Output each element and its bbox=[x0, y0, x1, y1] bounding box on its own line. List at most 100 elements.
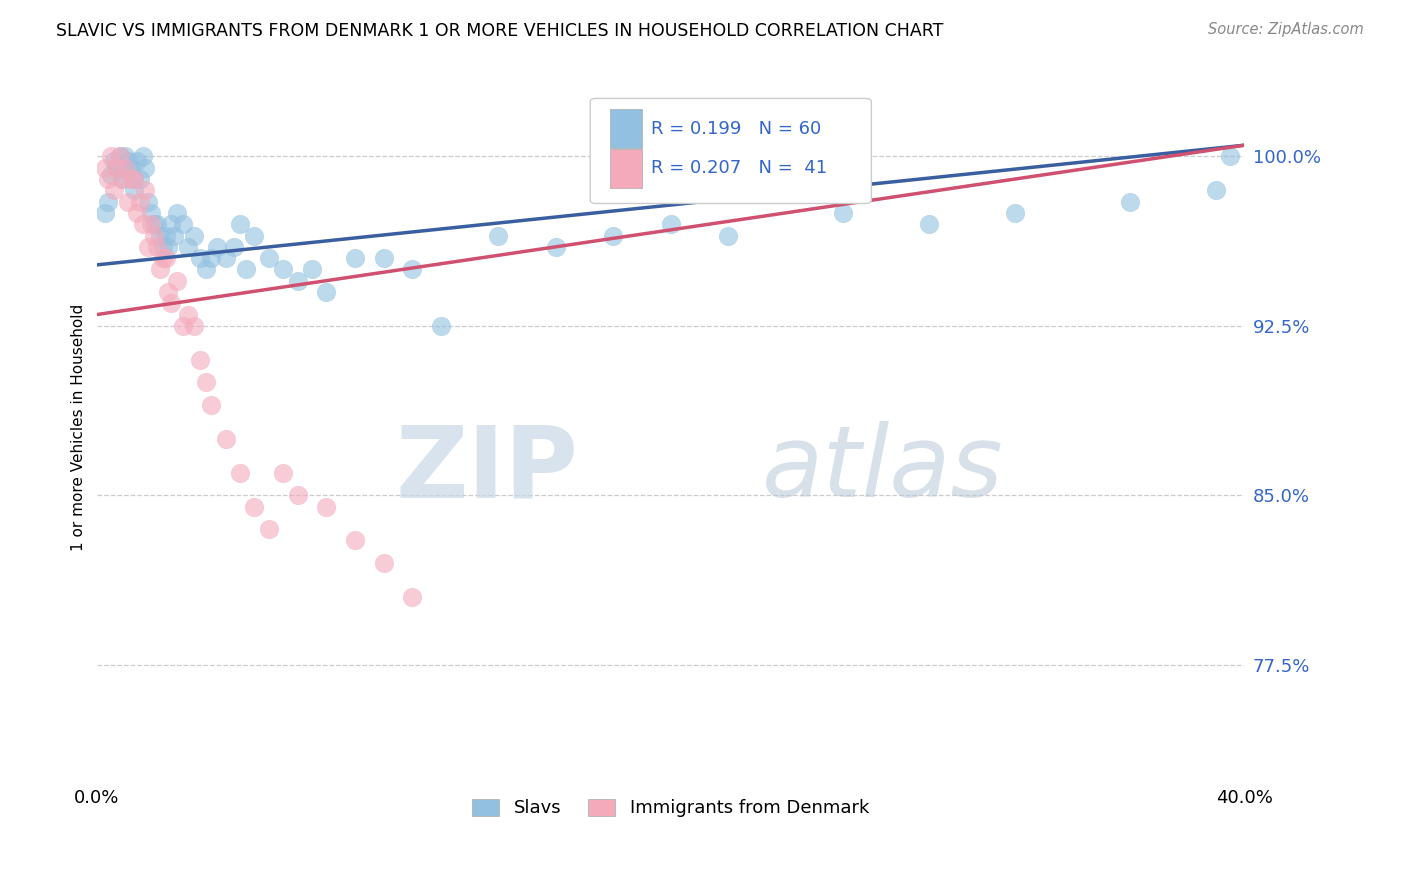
Point bbox=[155, 251, 177, 265]
Point bbox=[200, 251, 222, 265]
Point bbox=[136, 240, 159, 254]
Point bbox=[301, 262, 323, 277]
Point bbox=[105, 161, 128, 175]
Point bbox=[134, 161, 156, 175]
Point bbox=[918, 217, 941, 231]
Point bbox=[125, 153, 148, 168]
Point bbox=[243, 228, 266, 243]
Point bbox=[183, 228, 205, 243]
Point bbox=[229, 466, 252, 480]
Point bbox=[128, 194, 150, 209]
Point bbox=[152, 240, 174, 254]
Point bbox=[143, 217, 166, 231]
Point bbox=[194, 262, 217, 277]
Point bbox=[152, 251, 174, 265]
Point bbox=[114, 161, 136, 175]
Point bbox=[215, 251, 238, 265]
Point bbox=[105, 161, 128, 175]
Point bbox=[243, 500, 266, 514]
Point bbox=[602, 228, 624, 243]
Point bbox=[103, 153, 125, 168]
FancyBboxPatch shape bbox=[610, 110, 641, 148]
Point bbox=[134, 183, 156, 197]
Text: ZIP: ZIP bbox=[396, 421, 579, 518]
Point bbox=[117, 153, 139, 168]
Point bbox=[215, 432, 238, 446]
Point bbox=[108, 149, 131, 163]
Point bbox=[160, 217, 183, 231]
Point bbox=[122, 183, 145, 197]
Point bbox=[155, 228, 177, 243]
Point bbox=[188, 251, 211, 265]
Point bbox=[430, 318, 453, 333]
Point bbox=[166, 274, 188, 288]
Legend: Slavs, Immigrants from Denmark: Slavs, Immigrants from Denmark bbox=[465, 791, 876, 824]
Point bbox=[659, 217, 682, 231]
Point bbox=[1004, 206, 1026, 220]
Point bbox=[486, 228, 509, 243]
Point bbox=[163, 228, 186, 243]
Point bbox=[315, 500, 337, 514]
Point bbox=[146, 217, 169, 231]
Point bbox=[94, 206, 117, 220]
Text: R = 0.199   N = 60: R = 0.199 N = 60 bbox=[651, 120, 821, 137]
Point bbox=[149, 228, 172, 243]
FancyBboxPatch shape bbox=[591, 98, 872, 203]
Point bbox=[257, 251, 280, 265]
Point bbox=[103, 183, 125, 197]
Point bbox=[235, 262, 257, 277]
Point bbox=[100, 149, 122, 163]
Point bbox=[141, 217, 163, 231]
Point bbox=[120, 161, 142, 175]
Point bbox=[141, 206, 163, 220]
Point bbox=[373, 251, 395, 265]
Point bbox=[120, 172, 142, 186]
FancyBboxPatch shape bbox=[610, 149, 641, 187]
Point bbox=[544, 240, 567, 254]
Point bbox=[108, 149, 131, 163]
Point bbox=[157, 240, 180, 254]
Text: Source: ZipAtlas.com: Source: ZipAtlas.com bbox=[1208, 22, 1364, 37]
Text: R = 0.207   N =  41: R = 0.207 N = 41 bbox=[651, 160, 827, 178]
Point bbox=[146, 240, 169, 254]
Point bbox=[401, 262, 423, 277]
Point bbox=[194, 376, 217, 390]
Point bbox=[172, 318, 194, 333]
Point bbox=[97, 194, 120, 209]
Point bbox=[122, 172, 145, 186]
Point bbox=[315, 285, 337, 299]
Point bbox=[128, 172, 150, 186]
Point bbox=[131, 217, 153, 231]
Point bbox=[343, 251, 366, 265]
Point bbox=[172, 217, 194, 231]
Point bbox=[287, 274, 309, 288]
Point bbox=[1118, 194, 1140, 209]
Point bbox=[188, 352, 211, 367]
Point bbox=[717, 228, 740, 243]
Point bbox=[177, 240, 200, 254]
Point bbox=[343, 533, 366, 548]
Point bbox=[136, 194, 159, 209]
Point bbox=[1219, 149, 1241, 163]
Point bbox=[97, 172, 120, 186]
Point bbox=[200, 398, 222, 412]
Point bbox=[117, 194, 139, 209]
Point bbox=[831, 206, 853, 220]
Point bbox=[111, 172, 134, 186]
Point bbox=[229, 217, 252, 231]
Point bbox=[177, 308, 200, 322]
Point bbox=[271, 262, 294, 277]
Point bbox=[143, 228, 166, 243]
Point bbox=[224, 240, 246, 254]
Point bbox=[149, 262, 172, 277]
Point bbox=[94, 161, 117, 175]
Point bbox=[183, 318, 205, 333]
Point bbox=[373, 556, 395, 570]
Text: atlas: atlas bbox=[762, 421, 1004, 518]
Point bbox=[205, 240, 228, 254]
Point bbox=[122, 172, 145, 186]
Point bbox=[160, 296, 183, 310]
Point bbox=[1205, 183, 1227, 197]
Text: SLAVIC VS IMMIGRANTS FROM DENMARK 1 OR MORE VEHICLES IN HOUSEHOLD CORRELATION CH: SLAVIC VS IMMIGRANTS FROM DENMARK 1 OR M… bbox=[56, 22, 943, 40]
Point bbox=[257, 522, 280, 536]
